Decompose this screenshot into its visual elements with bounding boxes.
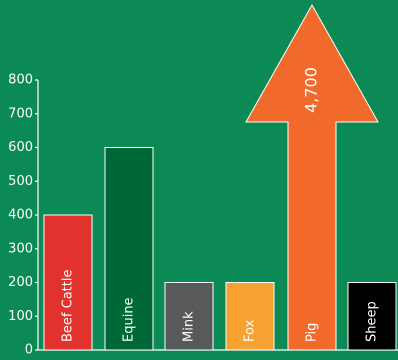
bar: [104, 147, 154, 351]
y-tick-label: 200: [8, 275, 33, 290]
category-label: Pig: [305, 323, 320, 342]
y-tick-label: 300: [8, 241, 33, 256]
bar: [164, 282, 214, 351]
category-label: Beef Cattle: [61, 270, 76, 342]
y-tick-label: 700: [8, 106, 33, 121]
y-tick-label: 400: [8, 208, 33, 223]
bar: [347, 282, 397, 351]
y-tick-label: 600: [8, 140, 33, 155]
y-tick-label: 500: [8, 174, 33, 189]
bar: [225, 282, 275, 351]
category-label: Mink: [182, 311, 197, 342]
category-label: Fox: [243, 319, 258, 342]
bar: [43, 214, 93, 351]
y-tick-label: 800: [8, 73, 33, 88]
overflow-arrow: [245, 3, 379, 351]
value-label: 4,700: [302, 67, 321, 113]
category-label: Equine: [122, 297, 137, 342]
y-tick-label: 100: [8, 309, 33, 324]
category-label: Sheep: [365, 301, 380, 342]
y-tick-label: 0: [25, 343, 33, 358]
